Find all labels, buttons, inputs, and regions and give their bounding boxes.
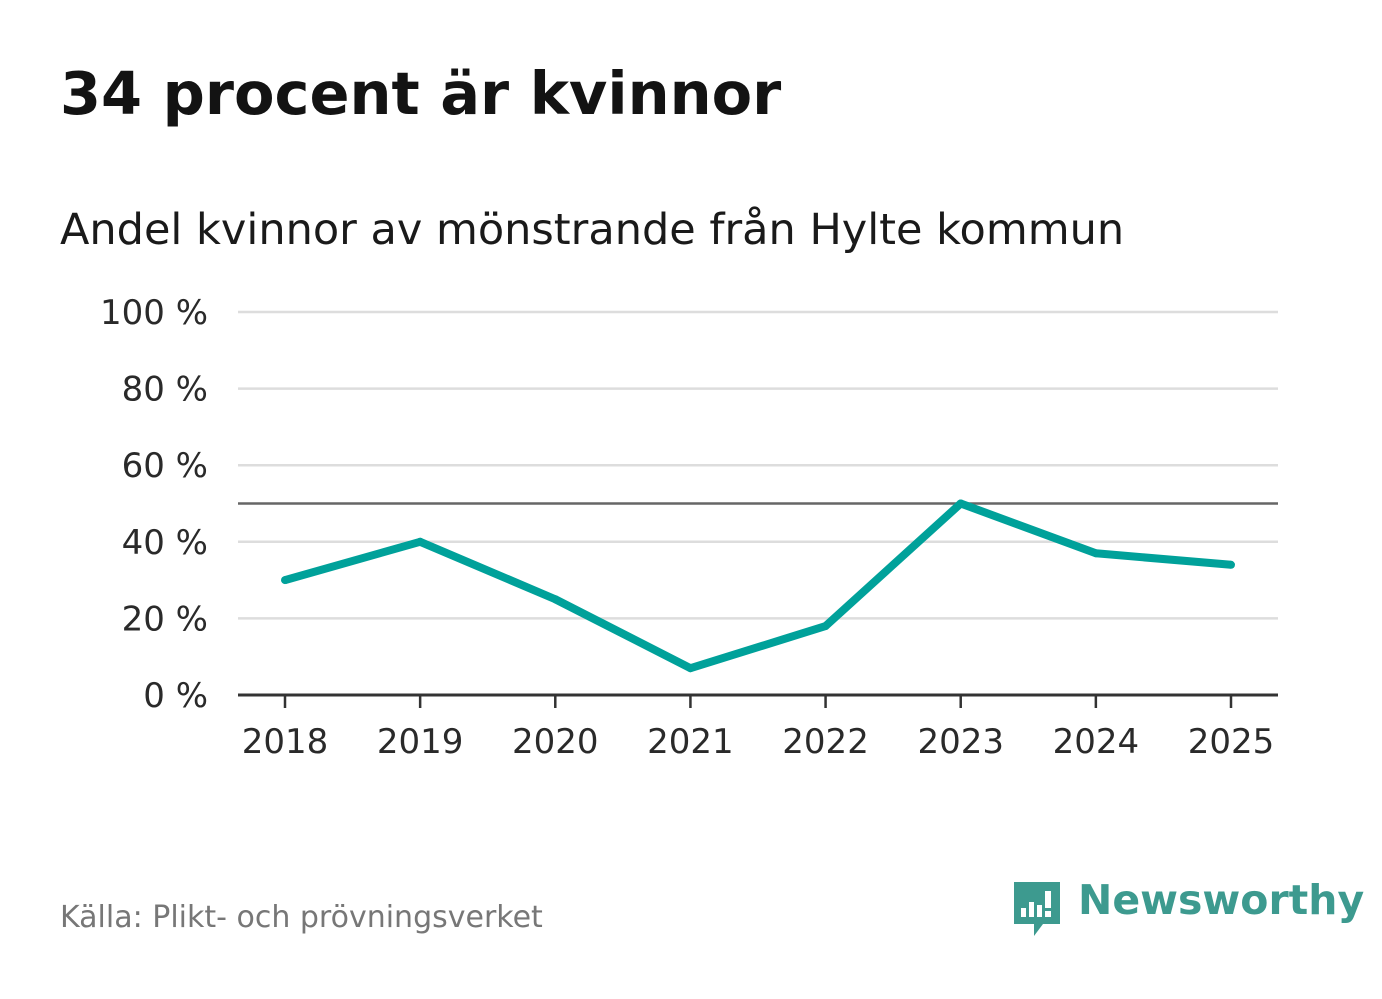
y-tick-label: 80 %: [122, 370, 208, 410]
y-tick-label: 20 %: [122, 599, 208, 639]
data-point: [1091, 549, 1100, 558]
x-tick-label: 2022: [782, 722, 869, 762]
data-point: [416, 537, 425, 546]
series-line: [283, 499, 1232, 673]
x-tick-label: 2019: [377, 722, 464, 762]
y-tick-label: 100 %: [100, 293, 208, 333]
newsworthy-logo-icon: [1014, 882, 1060, 936]
series-group: [281, 499, 1235, 673]
gridlines: [238, 310, 1278, 620]
chart-subtitle: Andel kvinnor av mönstrande från Hylte k…: [60, 205, 1125, 255]
y-tick-label: 40 %: [122, 523, 208, 563]
x-tick-label: 2023: [917, 722, 1004, 762]
y-tick-label: 0 %: [143, 676, 208, 716]
data-point: [1227, 560, 1235, 569]
brand-name: Newsworthy: [1078, 876, 1365, 924]
chart-title: 34 procent är kvinnor: [60, 59, 782, 128]
data-point: [956, 499, 965, 508]
x-tick-label: 2020: [512, 722, 599, 762]
y-axis-ticks: 0 % 20 % 40 % 60 % 80 % 100 %: [100, 293, 208, 716]
x-tick-label: 2024: [1053, 722, 1140, 762]
data-point: [551, 595, 560, 604]
x-tick-label: 2021: [647, 722, 734, 762]
y-tick-label: 60 %: [122, 446, 208, 486]
data-point: [821, 622, 830, 631]
source-note: Källa: Plikt- och prövningsverket: [60, 900, 543, 935]
newsworthy-logo[interactable]: Newsworthy: [1012, 876, 1365, 942]
x-tick-label: 2018: [242, 722, 329, 762]
data-point: [686, 664, 695, 673]
data-point: [281, 576, 289, 585]
x-tick-label: 2025: [1188, 722, 1275, 762]
x-axis: 2018 2019 2020 2021 2022 2023 2024 2025: [238, 693, 1278, 762]
